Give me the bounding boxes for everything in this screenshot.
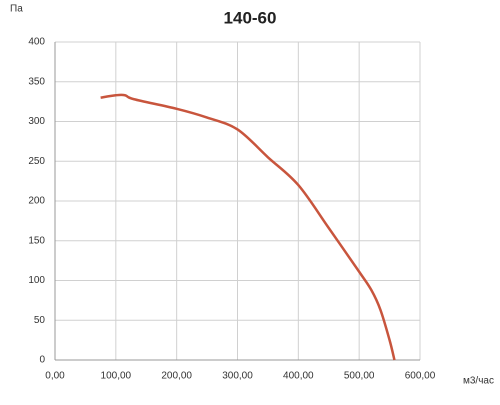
- x-tick-label: 500,00: [344, 371, 375, 382]
- x-tick-label: 0,00: [45, 371, 65, 382]
- y-tick-label: 100: [28, 275, 45, 286]
- y-tick-label: 150: [28, 235, 45, 246]
- x-tick-label: 200,00: [161, 371, 192, 382]
- y-tick-label: 200: [28, 196, 45, 207]
- y-tick-label: 250: [28, 156, 45, 167]
- x-tick-label: 600,00: [405, 371, 436, 382]
- y-tick-label: 400: [28, 37, 45, 48]
- data-line: [100, 93, 396, 361]
- x-tick-label: 300,00: [222, 371, 253, 382]
- y-tick-label: 50: [34, 315, 46, 326]
- y-tick-label: 350: [28, 76, 45, 87]
- x-tick-label: 100,00: [101, 371, 132, 382]
- chart-title: 140-60: [224, 8, 277, 27]
- y-tick-label: 300: [28, 116, 45, 127]
- y-axis-label: Па: [10, 4, 23, 15]
- x-tick-label: 400,00: [283, 371, 314, 382]
- x-axis-label: м3/час: [463, 376, 494, 387]
- y-tick-label: 0: [39, 355, 45, 366]
